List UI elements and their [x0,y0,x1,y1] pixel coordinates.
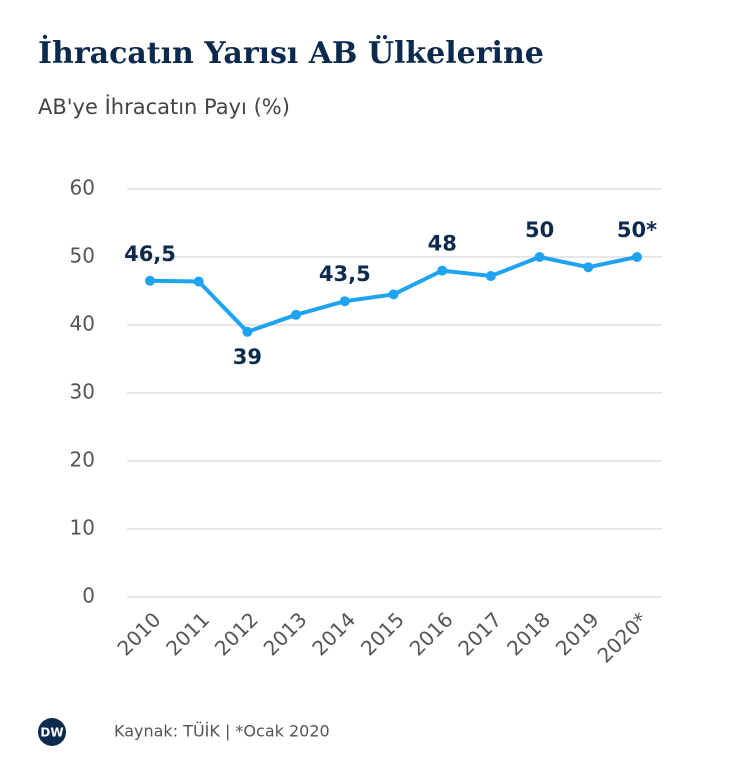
value-label: 48 [428,232,457,256]
data-point [632,252,642,262]
chart-title: İhracatın Yarısı AB Ülkelerine [38,34,544,71]
y-tick-label: 10 [70,516,95,540]
logo: DW [40,726,63,740]
data-point [534,252,545,262]
data-point [437,265,448,276]
value-label: 39 [233,345,262,369]
data-point [388,289,399,300]
source: Kaynak: TÜİK | *Ocak 2020 [114,722,330,741]
value-label: 46,5 [124,242,176,266]
data-point [485,271,496,282]
y-tick-label: 0 [82,584,95,608]
data-point [193,276,204,287]
y-tick-label: 30 [70,380,95,404]
y-tick-label: 20 [70,448,95,472]
chart-subtitle: AB'ye İhracatın Payı (%) [38,94,290,119]
data-point [291,309,302,320]
y-tick-label: 50 [70,244,95,268]
data-point [145,275,155,286]
data-point [339,296,350,307]
value-label: 50* [617,218,657,242]
logo-circle [38,718,66,746]
y-tick-label: 40 [70,312,95,336]
value-label: 43,5 [319,262,371,286]
y-tick-label: 60 [70,176,95,200]
data-point [583,262,594,273]
data-point [242,326,253,337]
value-label: 50 [525,218,554,242]
